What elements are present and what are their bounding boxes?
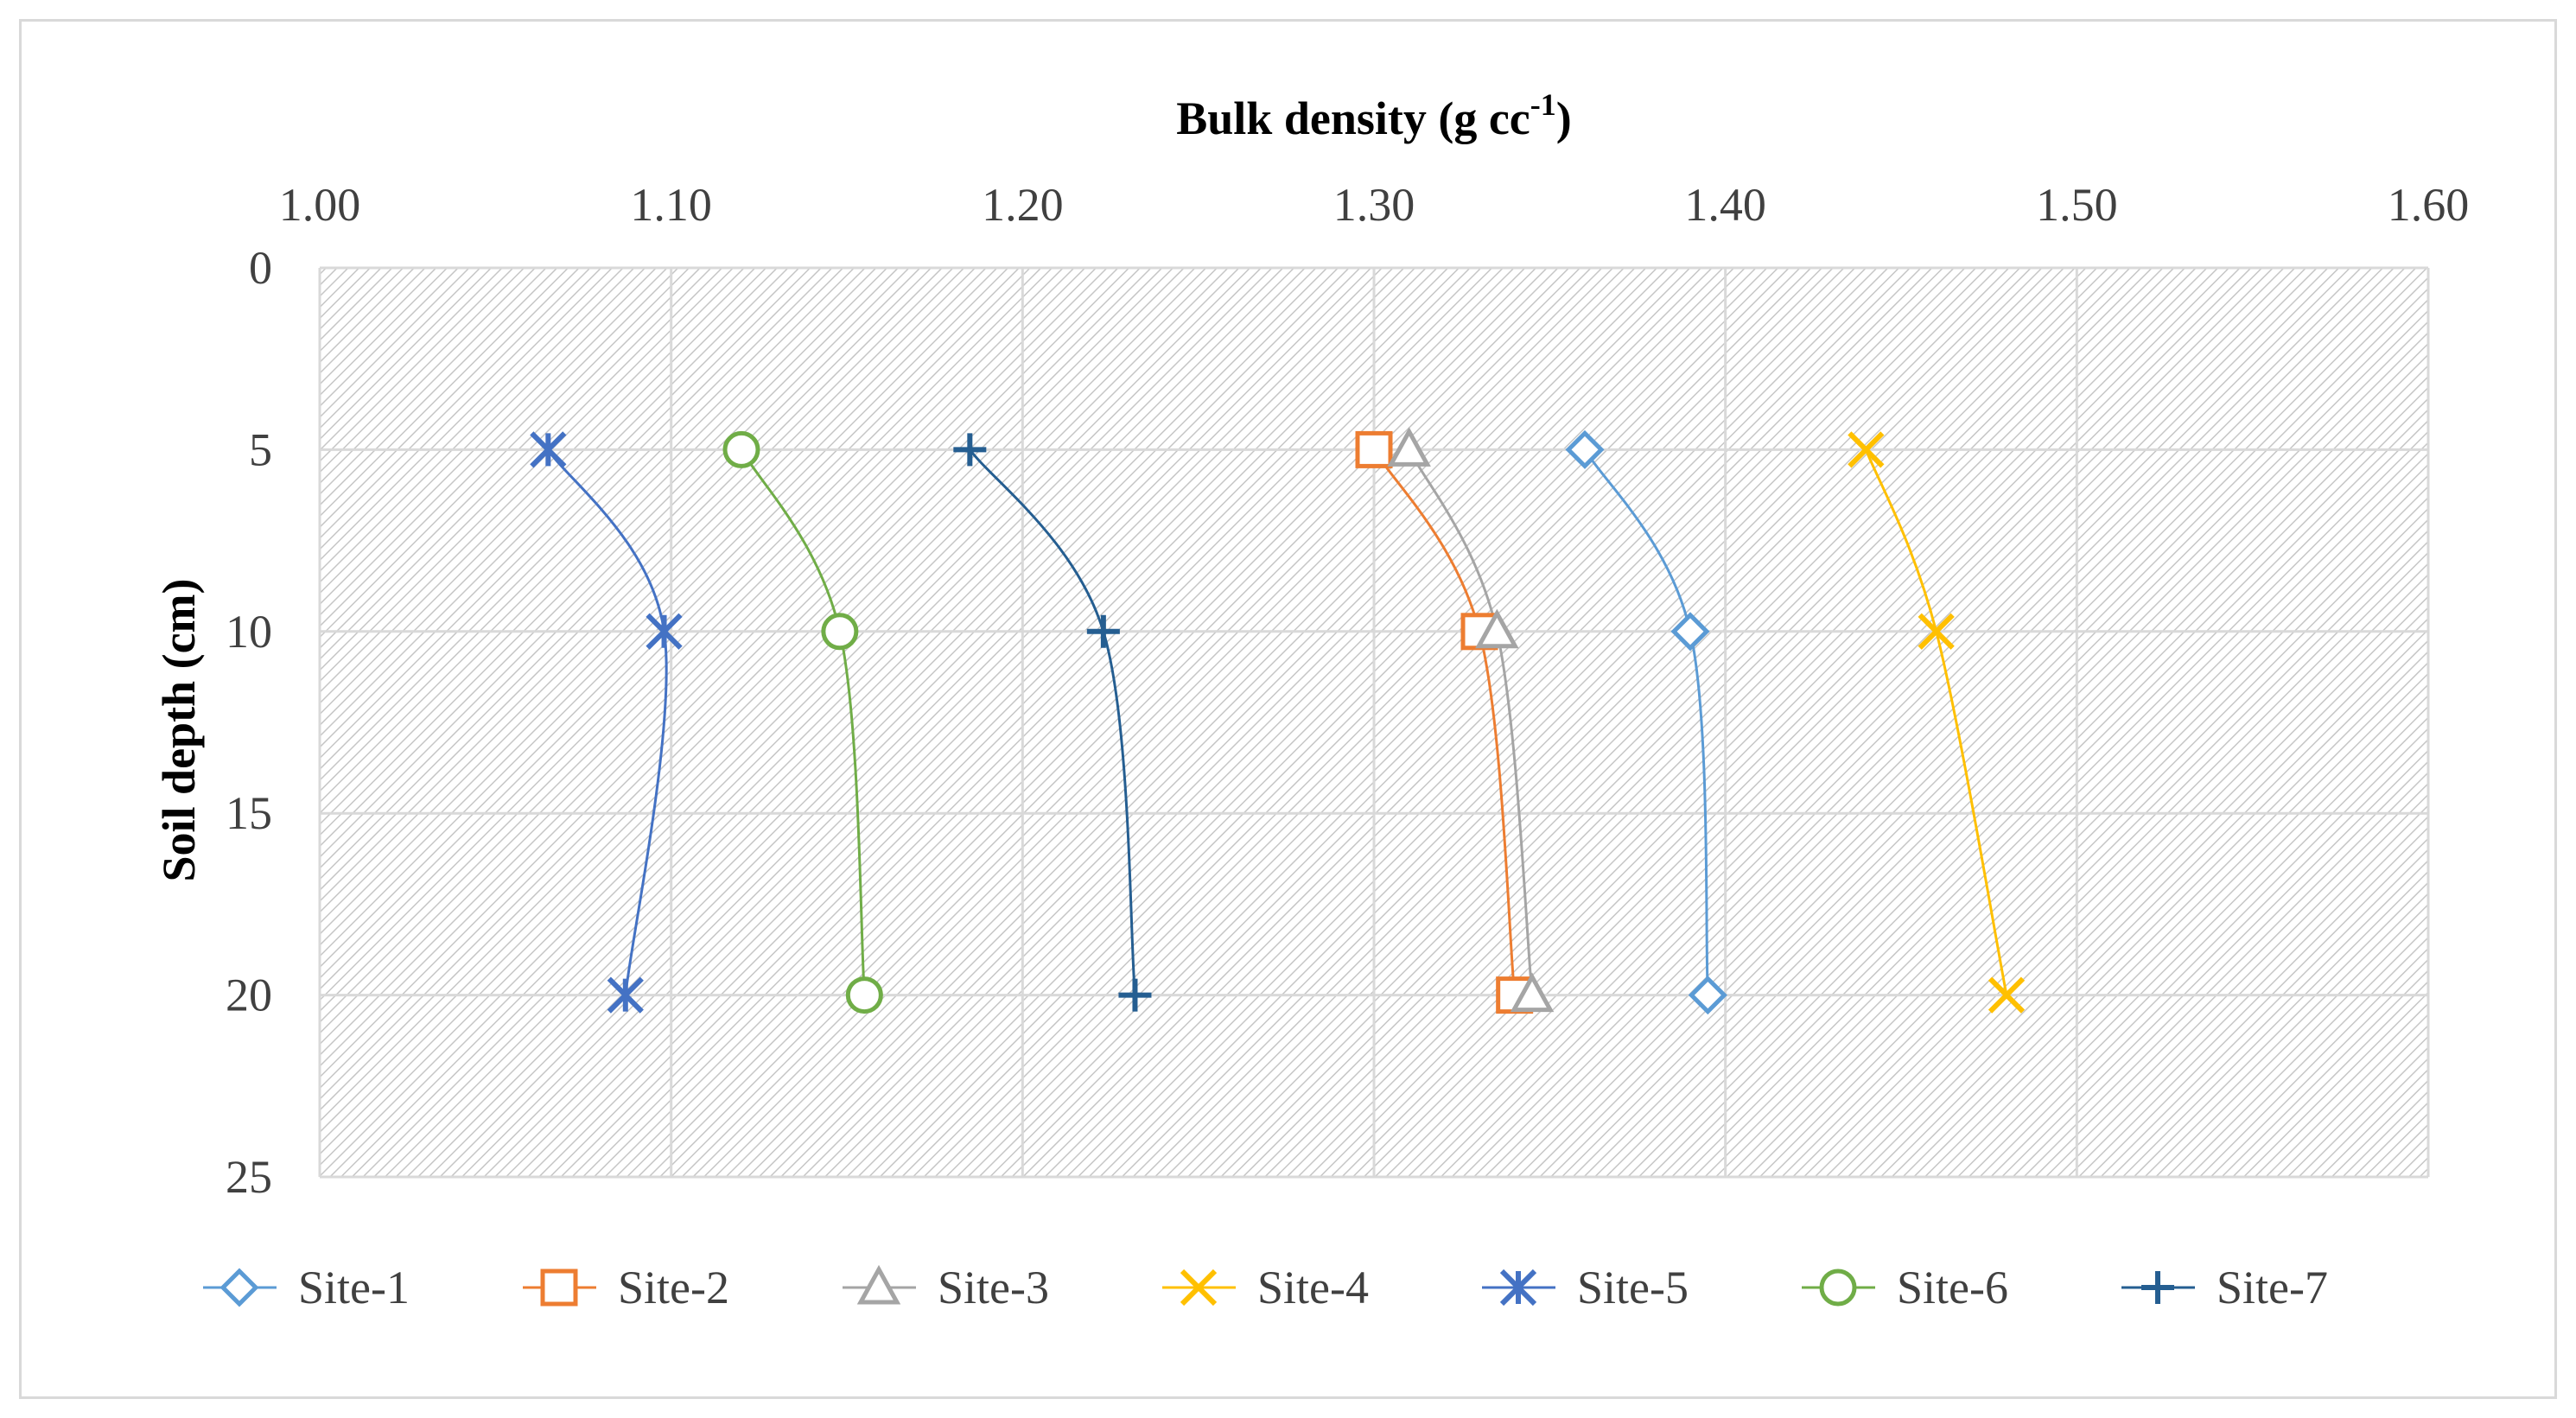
x-tick-label: 1.60 bbox=[2388, 179, 2470, 231]
legend-marker-site-2 bbox=[540, 1269, 578, 1307]
x-tick-label: 1.10 bbox=[630, 179, 712, 231]
data-point-site-6 bbox=[821, 613, 859, 651]
series-line-site-3 bbox=[1408, 448, 1534, 995]
data-point-site-3 bbox=[1387, 427, 1431, 467]
series-line-site-4 bbox=[1864, 448, 2008, 995]
legend-label: Site-6 bbox=[1897, 1262, 2008, 1313]
data-point-site-4 bbox=[1918, 613, 1955, 650]
legend-marker-site-1 bbox=[219, 1268, 259, 1307]
data-point-site-6 bbox=[845, 976, 883, 1014]
data-point-site-3 bbox=[1510, 972, 1555, 1013]
data-point-site-1 bbox=[1565, 429, 1605, 469]
data-point-site-7 bbox=[953, 433, 987, 467]
legend-item-site-7: Site-7 bbox=[2121, 1262, 2328, 1313]
legend-marker-site-3 bbox=[856, 1264, 901, 1305]
legend-item-site-3: Site-3 bbox=[843, 1262, 1049, 1313]
series-line-site-6 bbox=[740, 448, 866, 995]
data-point-site-6 bbox=[722, 430, 760, 468]
legend-marker-site-4 bbox=[1180, 1269, 1218, 1307]
legend-item-site-6: Site-6 bbox=[1802, 1262, 2008, 1313]
legend-marker-site-6 bbox=[1819, 1269, 1857, 1307]
legend-label: Site-5 bbox=[1577, 1262, 1689, 1313]
data-point-site-1 bbox=[1670, 612, 1710, 652]
data-point-site-5 bbox=[646, 613, 683, 650]
y-axis-title: Soil depth (cm) bbox=[153, 579, 205, 882]
legend-marker-site-5 bbox=[1499, 1269, 1537, 1307]
data-point-site-7 bbox=[1086, 614, 1120, 648]
y-tick-label: 5 bbox=[249, 423, 272, 475]
y-tick-label: 25 bbox=[226, 1151, 272, 1203]
legend-label: Site-3 bbox=[938, 1262, 1049, 1313]
legend-label: Site-2 bbox=[618, 1262, 729, 1313]
y-tick-label: 10 bbox=[226, 606, 272, 658]
series-line-site-2 bbox=[1372, 448, 1517, 995]
legend-label: Site-7 bbox=[2217, 1262, 2328, 1313]
x-tick-label: 1.00 bbox=[279, 179, 361, 231]
data-point-site-5 bbox=[530, 431, 567, 468]
series-line-site-7 bbox=[969, 448, 1136, 995]
data-point-site-5 bbox=[607, 976, 644, 1014]
y-tick-label: 0 bbox=[249, 242, 272, 294]
data-point-site-1 bbox=[1688, 976, 1727, 1015]
x-axis-title: Bulk density (g cc-1) bbox=[1176, 87, 1572, 144]
y-tick-label: 20 bbox=[226, 970, 272, 1021]
x-tick-label: 1.30 bbox=[1333, 179, 1415, 231]
legend-label: Site-4 bbox=[1257, 1262, 1369, 1313]
legend-item-site-2: Site-2 bbox=[523, 1262, 729, 1313]
legend-item-site-5: Site-5 bbox=[1482, 1262, 1689, 1313]
data-point-site-2 bbox=[1355, 430, 1393, 468]
x-tick-label: 1.40 bbox=[1684, 179, 1766, 231]
chart-frame: 1.00 1.10 1.20 1.30 1.40 1.50 1.60 0 5 10 15 20 25 S… bbox=[19, 19, 2557, 1399]
x-tick-label: 1.50 bbox=[2036, 179, 2118, 231]
data-point-site-4 bbox=[1848, 431, 1885, 468]
series-line-site-1 bbox=[1583, 448, 1709, 995]
y-tick-label: 15 bbox=[226, 787, 272, 839]
data-point-site-4 bbox=[1988, 976, 2026, 1014]
legend-item-site-4: Site-4 bbox=[1162, 1262, 1369, 1313]
legend-marker-site-7 bbox=[2141, 1271, 2174, 1304]
data-point-site-7 bbox=[1118, 978, 1152, 1012]
legend-label: Site-1 bbox=[298, 1262, 410, 1313]
data-point-site-3 bbox=[1475, 608, 1519, 649]
bulk-density-chart: 1.00 1.10 1.20 1.30 1.40 1.50 1.60 0 5 10 15 20 25 S… bbox=[153, 87, 2470, 1313]
legend-item-site-1: Site-1 bbox=[203, 1262, 410, 1313]
x-tick-label: 1.20 bbox=[982, 179, 1064, 231]
